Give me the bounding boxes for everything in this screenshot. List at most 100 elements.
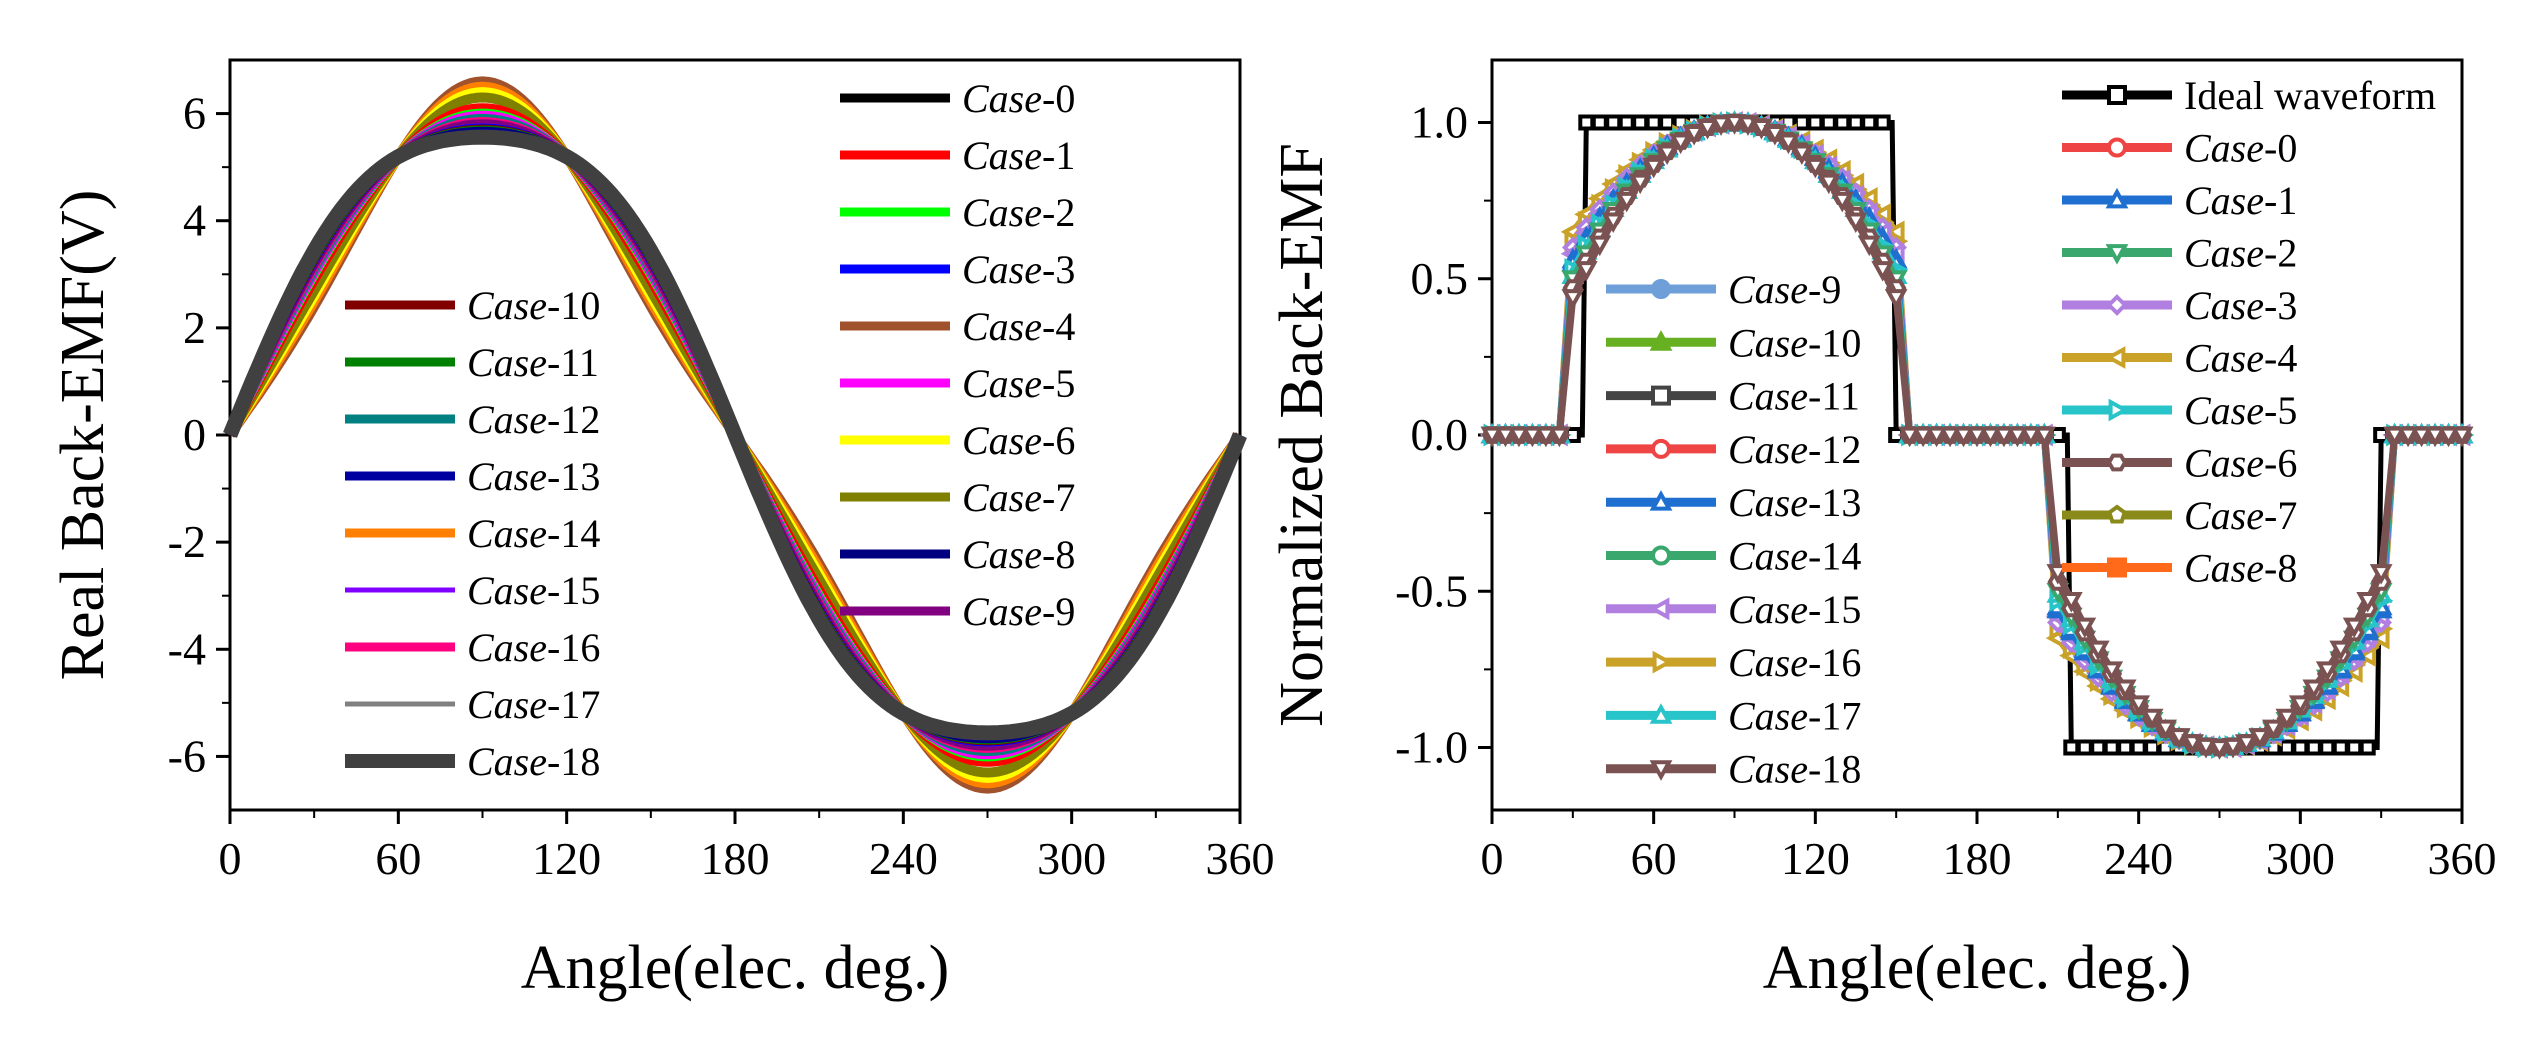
series-point xyxy=(2140,708,2164,730)
legend-label: Case-17 xyxy=(1728,693,1861,738)
legend-label-prefix: Case xyxy=(1728,640,1808,685)
y-axis-label: Normalized Back-EMF xyxy=(1268,143,1336,727)
ideal-waveform-point xyxy=(1645,114,1662,131)
ideal-waveform-point xyxy=(1807,114,1824,131)
legend-label-prefix: Case xyxy=(1728,693,1808,738)
legend-label: Case-11 xyxy=(1728,374,1860,419)
y-tick-label: -2 xyxy=(168,516,206,567)
legend-label: Case-14 xyxy=(1728,534,1861,579)
series-point xyxy=(2248,728,2272,749)
legend-label: Case-16 xyxy=(467,625,600,670)
legend-label-prefix: Case xyxy=(2184,283,2264,328)
ideal-waveform-point xyxy=(1793,114,1810,131)
series-point xyxy=(1561,289,1585,310)
x-tick-label: 240 xyxy=(869,833,938,884)
series-point xyxy=(2437,426,2460,448)
series-point xyxy=(1803,157,1827,179)
y-tick-label: -1.0 xyxy=(1395,722,1468,773)
legend-label-suffix: -14 xyxy=(1808,534,1861,579)
legend-label-prefix: Case xyxy=(467,739,547,784)
legend-label-prefix: Case xyxy=(962,247,1042,292)
legend-label-prefix: Case xyxy=(1728,267,1808,312)
legend-label-suffix: -11 xyxy=(547,340,599,385)
ideal-waveform-point xyxy=(2103,739,2120,756)
x-tick-label: 180 xyxy=(1943,833,2012,884)
legend-label-prefix: Case xyxy=(1728,427,1808,472)
x-tick-label: 120 xyxy=(532,833,601,884)
series-point xyxy=(1844,212,1868,234)
legend-label-prefix: Case xyxy=(2184,493,2264,538)
series-point xyxy=(2423,426,2447,448)
y-tick-label: 0.5 xyxy=(1411,253,1469,304)
legend-label-prefix: Case xyxy=(1728,534,1808,579)
legend-label-prefix: Case xyxy=(2184,336,2264,381)
legend-label-prefix: Case xyxy=(1728,587,1808,632)
legend-label-suffix: -6 xyxy=(2264,441,2297,486)
legend-label-prefix: Case xyxy=(467,340,547,385)
series-point xyxy=(1615,191,1639,213)
legend-label: Case-15 xyxy=(1728,587,1861,632)
legend-label-suffix: -3 xyxy=(1042,247,1075,292)
legend-label-prefix: Case xyxy=(1728,374,1808,419)
series-point xyxy=(2410,426,2433,448)
legend-marker xyxy=(1648,597,1670,621)
legend: Ideal waveformCase-0Case-1Case-2Case-3Ca… xyxy=(1606,73,2436,792)
legend-label: Case-9 xyxy=(1728,267,1841,312)
series-point xyxy=(2356,592,2380,613)
series-point xyxy=(1979,426,2002,448)
series-point xyxy=(1911,426,1935,448)
legend-label-prefix: Case xyxy=(2184,441,2264,486)
legend-label: Case-4 xyxy=(962,304,1075,349)
legend-label-suffix: -5 xyxy=(2264,388,2297,433)
legend-label: Ideal waveform xyxy=(2184,73,2436,118)
series-point xyxy=(2127,695,2151,716)
legend-label: Case-2 xyxy=(2184,231,2297,276)
series-point xyxy=(1682,125,1706,146)
series-point xyxy=(2342,617,2366,639)
legend-label-suffix: -18 xyxy=(1808,747,1861,792)
ideal-waveform-point xyxy=(1659,114,1676,131)
legend-marker xyxy=(1649,760,1673,781)
series-point xyxy=(2100,661,2124,682)
legend-label-prefix: Case xyxy=(962,76,1042,121)
ideal-waveform-point xyxy=(1847,114,1864,131)
ideal-waveform-point xyxy=(1632,114,1649,131)
ideal-waveform-point xyxy=(2332,739,2349,756)
legend-label: Case-7 xyxy=(962,475,1075,520)
legend-label: Case-12 xyxy=(1728,427,1861,472)
y-tick-label: -4 xyxy=(168,623,206,674)
legend-label-suffix: -2 xyxy=(2264,231,2297,276)
legend-marker xyxy=(2108,398,2130,422)
legend-label: Case-18 xyxy=(467,739,600,784)
series-group xyxy=(1479,110,2475,760)
legend-label-prefix: Case xyxy=(962,532,1042,577)
ideal-waveform-point xyxy=(2305,739,2322,756)
legend-label-suffix: -16 xyxy=(547,625,600,670)
legend-label: Case-3 xyxy=(962,247,1075,292)
series-point xyxy=(1925,426,1948,448)
legend-marker xyxy=(1651,385,1671,406)
legend-label-suffix: -3 xyxy=(2264,283,2297,328)
series-point xyxy=(2275,708,2299,730)
legend-label-prefix: Case xyxy=(1728,320,1808,365)
legend-label-suffix: -18 xyxy=(547,739,600,784)
series-point xyxy=(1952,426,1975,448)
series-point xyxy=(1547,426,1571,448)
series-point xyxy=(1776,133,1800,155)
ideal-waveform-point xyxy=(2063,739,2080,756)
series-point xyxy=(1494,426,1517,448)
series-point xyxy=(1628,173,1652,195)
series-point xyxy=(2032,426,2056,448)
legend: Case-0Case-1Case-2Case-3Case-4Case-5Case… xyxy=(345,76,1075,784)
series-point xyxy=(2288,695,2312,716)
series-point xyxy=(1857,235,1881,257)
legend-marker xyxy=(1652,650,1674,674)
legend-label: Case-10 xyxy=(467,283,600,328)
series-point xyxy=(2194,737,2218,759)
legend-label-suffix: -10 xyxy=(547,283,600,328)
legend-marker xyxy=(1649,703,1673,724)
legend-label-suffix: -2 xyxy=(1042,190,1075,235)
ideal-waveform-point xyxy=(1591,114,1608,131)
legend-label-suffix: -5 xyxy=(1042,361,1075,406)
legend-marker xyxy=(2105,244,2129,265)
